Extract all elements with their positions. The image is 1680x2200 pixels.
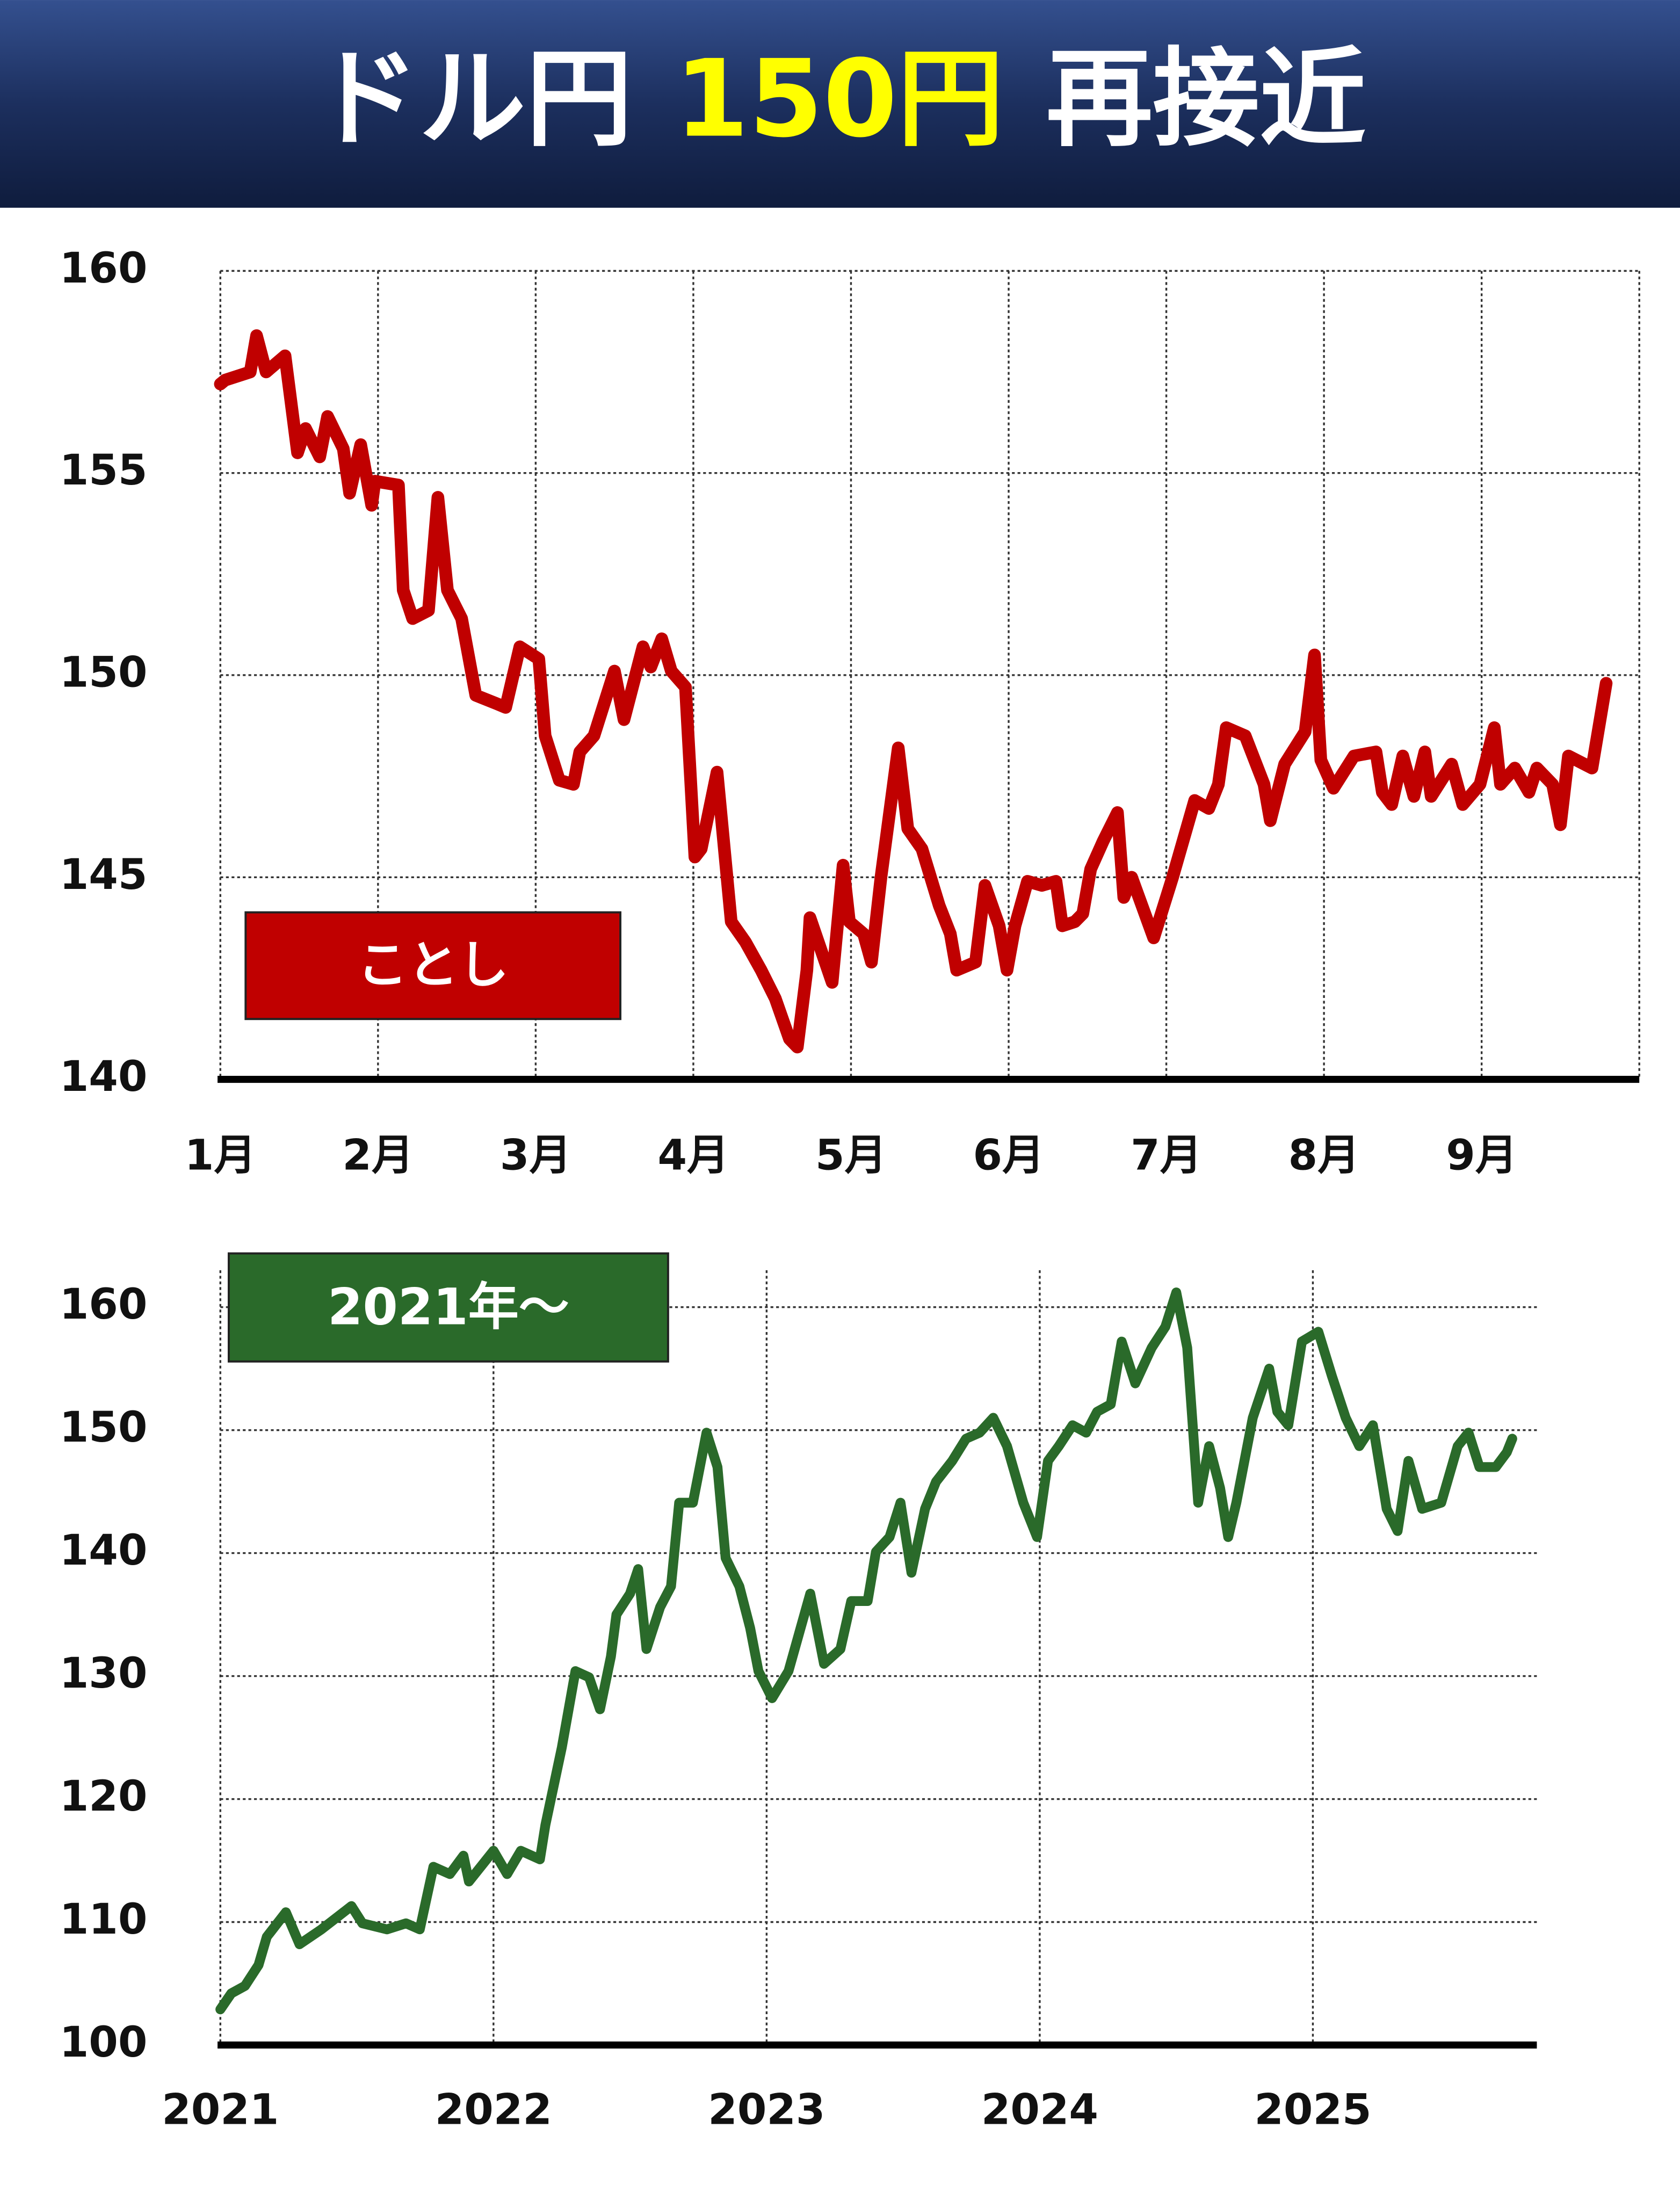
title-part: ドル円: [313, 37, 633, 161]
x-tick-label: 3月: [500, 1131, 571, 1179]
x-tick-label: 2025: [1254, 2085, 1371, 2134]
y-tick-label: 155: [60, 446, 148, 495]
y-tick-label: 100: [60, 2018, 148, 2067]
y-tick-label: 130: [60, 1649, 148, 1698]
legend-box: [244, 911, 621, 1021]
legend-label: 2021年〜: [328, 1278, 569, 1336]
y-tick-label: 140: [60, 1052, 148, 1101]
y-tick-label: 120: [60, 1772, 148, 1821]
y-tick-label: 150: [60, 1403, 148, 1452]
x-tick-label: 9月: [1446, 1131, 1517, 1179]
title: ドル円 150円 再接近: [313, 37, 1366, 161]
legend-box: [227, 1252, 669, 1363]
x-tick-label: 4月: [657, 1131, 729, 1179]
y-tick-label: 140: [60, 1526, 148, 1575]
y-tick-label: 145: [60, 850, 148, 899]
title-banner: [0, 0, 1680, 208]
x-tick-label: 2022: [435, 2085, 552, 2134]
y-tick-label: 160: [60, 1280, 148, 1329]
x-tick-label: 8月: [1288, 1131, 1360, 1179]
x-tick-label: 2021: [162, 2085, 279, 2134]
x-tick-label: 6月: [973, 1131, 1045, 1179]
x-tick-label: 7月: [1131, 1131, 1202, 1179]
line-series: [215, 1287, 1517, 2015]
x-tick-label: 1月: [185, 1131, 256, 1179]
legend-label: ことし: [357, 936, 509, 995]
x-tick-label: 2024: [981, 2085, 1098, 2134]
title-part: 再接近: [1046, 37, 1366, 161]
title-part: 150円: [675, 37, 1004, 161]
y-tick-label: 160: [60, 244, 148, 293]
x-tick-label: 2月: [342, 1131, 414, 1179]
x-tick-label: 5月: [815, 1131, 887, 1179]
y-tick-label: 110: [60, 1895, 148, 1944]
x-tick-label: 2023: [708, 2085, 825, 2134]
line-series: [214, 329, 1613, 1054]
y-tick-label: 150: [60, 648, 148, 697]
